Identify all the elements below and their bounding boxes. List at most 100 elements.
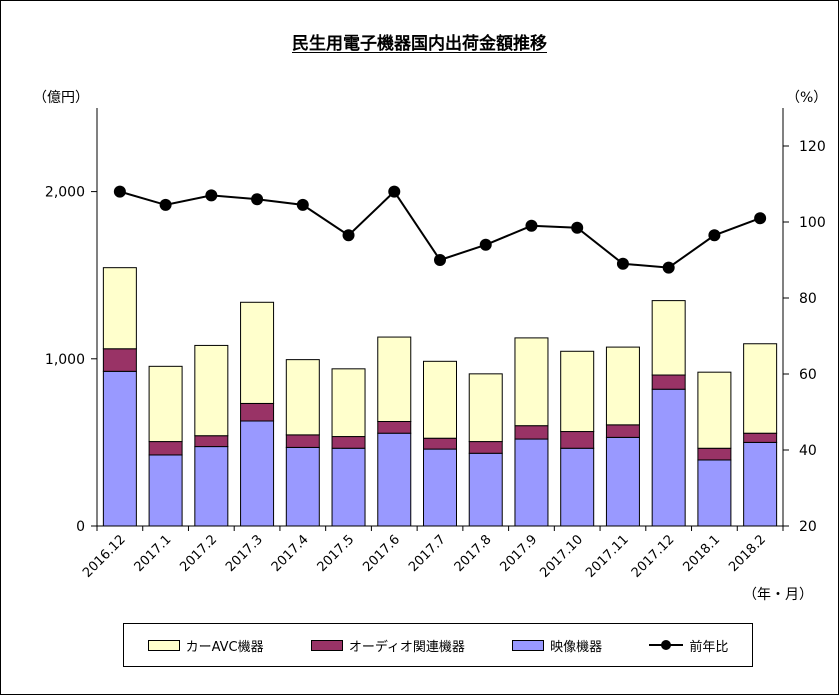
bar-segment (743, 432, 778, 443)
bar-segment (285, 446, 320, 527)
bar-segment (377, 421, 412, 434)
bar-segment (331, 436, 366, 449)
x-tick-label: 2017.1 (132, 532, 175, 575)
bar-segment (468, 373, 503, 443)
bar-segment (240, 301, 275, 404)
legend-label-car-avc: カーAVC機器 (185, 639, 264, 655)
legend-label-video: 映像機器 (550, 639, 603, 655)
left-tick-label: 1,000 (45, 352, 85, 368)
bar-segment (514, 425, 549, 440)
legend-item-audio: オーディオ関連機器 (310, 636, 465, 655)
bar-segment (697, 459, 732, 527)
x-tick-label: 2017.10 (537, 532, 586, 581)
x-axis-unit: （年・月） (743, 587, 813, 603)
left-tick-label: 2,000 (45, 185, 85, 201)
legend-item-car-avc: カーAVC機器 (147, 636, 264, 655)
x-tick-label: 2017.9 (498, 532, 541, 575)
yoy-point (708, 229, 721, 242)
legend: カーAVC機器 オーディオ関連機器 映像機器 前年比 (123, 623, 753, 667)
bar-segment (651, 388, 686, 527)
bar-segment (697, 447, 732, 461)
bar-segment (194, 344, 229, 437)
bar-segment (697, 371, 732, 449)
chart-title: 民生用電子機器国内出荷金額推移 (292, 34, 547, 54)
yoy-point (754, 212, 767, 225)
bar-segment (468, 452, 503, 527)
bar-segment (560, 431, 595, 449)
bar-segment (194, 446, 229, 527)
bar-segment (605, 424, 640, 438)
right-tick-label: 80 (799, 291, 817, 307)
bar-segment (331, 368, 366, 438)
right-tick-label: 20 (799, 519, 817, 535)
bar-segment (240, 402, 275, 422)
bar-segment (605, 346, 640, 426)
yoy-point (342, 229, 355, 242)
bar-segment (514, 337, 549, 427)
bar-segment (423, 448, 457, 527)
bar-segment (102, 348, 137, 372)
bar-segment (331, 447, 366, 527)
bar-segment (148, 441, 183, 456)
x-tick-label: 2017.11 (583, 532, 632, 581)
bar-segment (423, 437, 457, 450)
left-axis-unit: （億円） (33, 90, 89, 106)
yoy-point (205, 189, 218, 202)
bar-segment (285, 434, 320, 448)
x-tick-label: 2017.12 (629, 532, 678, 581)
bar-segment (423, 360, 457, 439)
yoy-point (525, 219, 538, 232)
legend-item-yoy: 前年比 (649, 636, 728, 655)
bar-segment (560, 350, 595, 433)
x-tick-label: 2017.2 (177, 532, 220, 575)
legend-swatch-video (512, 639, 545, 651)
yoy-point (159, 198, 172, 211)
x-tick-label: 2017.7 (406, 532, 449, 575)
yoy-point (251, 193, 264, 206)
yoy-point (616, 257, 629, 270)
right-tick-label: 120 (799, 139, 826, 155)
bar-segment (102, 370, 137, 527)
x-tick-label: 2017.3 (223, 532, 266, 575)
bar-segment (285, 359, 320, 436)
yoy-point (296, 198, 309, 211)
bar-segment (651, 374, 686, 390)
bar-segment (743, 441, 778, 527)
legend-label-yoy: 前年比 (689, 639, 729, 655)
yoy-point (434, 254, 446, 266)
bar-segment (605, 436, 640, 527)
bar-segment (377, 336, 412, 422)
right-axis-unit: （%） (786, 90, 828, 106)
yoy-point (113, 185, 126, 198)
chart-title-wrap: 民生用電子機器国内出荷金額推移 (1, 29, 838, 54)
legend-item-video: 映像機器 (512, 636, 602, 655)
left-tick-label: 0 (76, 519, 85, 535)
x-tick-label: 2017.4 (269, 532, 312, 575)
right-tick-label: 60 (799, 367, 817, 383)
legend-line-yoy (649, 640, 684, 650)
bar-segment (468, 441, 503, 454)
bar-segment (148, 365, 183, 443)
right-tick-label: 40 (799, 443, 817, 459)
x-tick-label: 2017.5 (315, 532, 358, 575)
bar-segment (377, 432, 412, 527)
legend-label-audio: オーディオ関連機器 (348, 639, 465, 655)
bar-segment (102, 267, 137, 350)
bar-segment (560, 447, 595, 527)
bar-segment (743, 343, 778, 434)
x-tick-label: 2016.12 (80, 532, 129, 581)
right-tick-label: 100 (799, 215, 826, 231)
bar-segment (194, 435, 229, 448)
x-tick-label: 2017.8 (452, 532, 495, 575)
x-tick-label: 2017.6 (360, 532, 403, 575)
bar-segment (514, 438, 549, 527)
yoy-point (571, 221, 584, 234)
legend-swatch-audio (310, 639, 343, 651)
legend-swatch-car-avc (147, 639, 180, 651)
bar-segment (240, 420, 275, 527)
yoy-point (388, 185, 401, 198)
bar-segment (148, 454, 183, 527)
x-tick-label: 2018.2 (726, 532, 769, 575)
